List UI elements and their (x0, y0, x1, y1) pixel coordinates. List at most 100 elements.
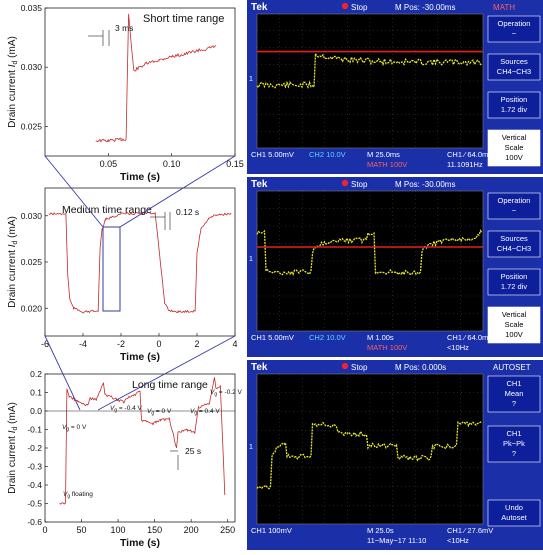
menu-box (487, 306, 541, 344)
menu-item-label: 1.72 div (501, 105, 528, 114)
menu-item-label: Scale (505, 320, 524, 329)
menu-item-label: Operation (498, 196, 531, 205)
ch1-readout: CH1 100mV (251, 526, 292, 535)
menu-item-label: CH4−CH3 (497, 244, 531, 253)
menu-box (487, 268, 541, 296)
menu-box (487, 53, 541, 81)
math-readout: 11−May−17 11:10 (367, 536, 426, 545)
x-tick-label: 100 (111, 525, 126, 535)
scope-trace (256, 420, 483, 490)
y-tick-label: -0.6 (27, 517, 42, 527)
menu-item-label: Pk−Pk (503, 439, 525, 448)
y-tick-label: -0.2 (27, 443, 42, 453)
voltage-label: Vg = 0.4 V (190, 408, 220, 417)
menu-item-label: 1.72 div (501, 282, 528, 291)
menu-item-label: Sources (500, 57, 528, 66)
menu-item-label: − (512, 206, 517, 215)
y-tick-label: 0.030 (21, 62, 43, 72)
menu-item-label: Autoset (501, 513, 527, 522)
x-axis-label: Time (s) (120, 351, 160, 363)
y-tick-label: 0.020 (21, 303, 43, 313)
channel-marker: 1 (249, 76, 253, 83)
y-tick-label: 0.1 (30, 388, 42, 398)
menu-item-label: Scale (505, 143, 524, 152)
x-axis-label: Time (s) (120, 171, 160, 183)
menu-item-label: ? (512, 449, 516, 458)
oscilloscope-column: Tek Stop M Pos: -30.00ms MATH 1 Operation − Sou… (247, 0, 543, 550)
voltage-label: Vg = 0 V (62, 424, 87, 433)
menu-item-label: 100V (505, 330, 523, 339)
stop-indicator-icon (341, 179, 349, 187)
trigger-readout: CH1 ⁄ 27.6mV (447, 526, 493, 535)
x-tick-label: -4 (79, 339, 87, 349)
x-tick-label: 2 (194, 339, 199, 349)
x-tick-label: 0 (42, 525, 47, 535)
x-tick-label: 0.15 (226, 159, 244, 169)
plot1-annotation: 3 ms (115, 23, 133, 33)
y-tick-label: -0.4 (27, 480, 42, 490)
x-tick-label: 150 (147, 525, 162, 535)
math-readout: MATH 100V (367, 160, 407, 169)
data-series-line (95, 13, 217, 143)
ch1-readout: CH1 5.00mV (251, 150, 294, 159)
y-axis-label: Drain current Id (mA) (7, 36, 19, 128)
mpos-readout: M Pos: -30.00ms (395, 3, 455, 12)
menu-item-label: Position (501, 95, 528, 104)
tek-logo: Tek (251, 362, 268, 373)
menu-item-label: Undo (505, 503, 523, 512)
menu-item-label: Operation (498, 19, 531, 28)
status-text: Stop (351, 3, 368, 12)
tek-logo: Tek (251, 179, 268, 190)
menu-box (487, 499, 541, 527)
stop-indicator-icon (341, 362, 349, 370)
voltage-label: Vg = -0.4 V (110, 405, 143, 414)
y-tick-label: 0.030 (21, 211, 43, 221)
menu-item-label: CH4−CH3 (497, 67, 531, 76)
freq-readout: <10Hz (447, 343, 469, 352)
timebase-readout: M 25.0s (367, 526, 394, 535)
ch2-readout: CH2 10.0V (309, 150, 346, 159)
plot-frame (44, 7, 236, 157)
tek-logo: Tek (251, 2, 268, 13)
zoom-highlight-box (102, 226, 121, 312)
zoom-connector-right-2 (97, 335, 236, 411)
plot-frame (44, 373, 236, 523)
zoom-connector-left (44, 155, 104, 228)
ch1-readout: CH1 5.00mV (251, 333, 294, 342)
plot3-annotation: 25 s (185, 446, 201, 456)
menu-item-label: − (512, 29, 517, 38)
scope-screen-2: Tek Stop M Pos: -30.00ms 1 Operation− Sources… (247, 177, 543, 357)
x-axis-label: Time (s) (120, 537, 160, 549)
menu-box (487, 129, 541, 167)
voltage-label: Vg = -0.2 V (210, 389, 243, 398)
voltage-label: Vg floating (63, 491, 93, 500)
left-plots-column: 0.05 0.10 0.15 0.025 0.030 0.035 Time (s) Drain… (0, 0, 245, 550)
channel-marker: 1 (249, 256, 253, 263)
menu-box (487, 192, 541, 220)
mpos-readout: M Pos: 0.000s (395, 363, 446, 372)
trigger-readout: CH1 ⁄ 64.0mV (447, 333, 493, 342)
x-tick-label: 0 (156, 339, 161, 349)
zoom-connector-right (119, 155, 236, 228)
x-tick-label: -6 (41, 339, 49, 349)
menu-item-label: Vertical (502, 310, 527, 319)
status-text: Stop (351, 180, 368, 189)
y-tick-label: 0.035 (21, 3, 43, 13)
y-tick-label: -0.5 (27, 499, 42, 509)
menu-item-label: Position (501, 272, 528, 281)
plot-2: -6 -4 -2 0 2 4 0.020 0.025 0.030 Time (s) Drain cu… (7, 187, 238, 363)
plot-1: 0.05 0.10 0.15 0.025 0.030 0.035 Time (s) Drain… (7, 3, 244, 183)
x-tick-label: 0.10 (163, 159, 181, 169)
status-text: Stop (351, 363, 368, 372)
y-tick-label: 0.025 (21, 257, 43, 267)
menu-box (487, 15, 541, 43)
y-tick-label: 0.2 (30, 369, 42, 379)
y-tick-label: 0.025 (21, 121, 43, 131)
timebase-readout: M 25.0ms (367, 150, 400, 159)
y-axis-label: Drain current Id (mA) (7, 402, 19, 494)
channel-marker: 1 (249, 444, 253, 451)
plot-frame (44, 187, 236, 337)
menu-box (487, 230, 541, 258)
menu-item-label: 100V (505, 153, 523, 162)
